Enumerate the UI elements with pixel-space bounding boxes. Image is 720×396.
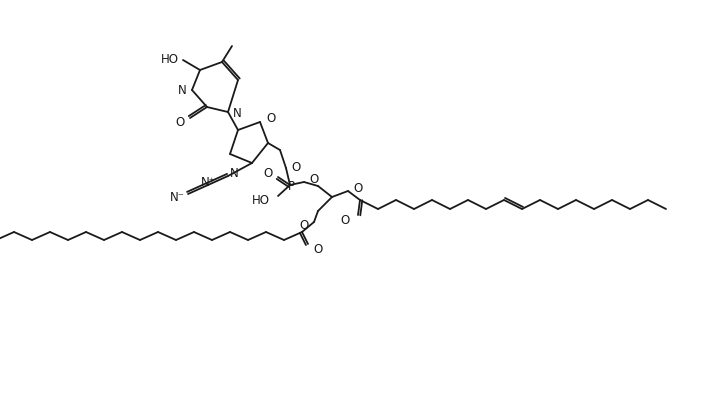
Text: O: O	[300, 219, 309, 232]
Text: N⁻: N⁻	[170, 190, 185, 204]
Text: O: O	[176, 116, 185, 128]
Text: O: O	[309, 173, 318, 185]
Text: O: O	[264, 166, 273, 179]
Text: N⁺: N⁺	[201, 175, 215, 188]
Text: N: N	[179, 84, 187, 97]
Text: O: O	[291, 160, 300, 173]
Text: N: N	[233, 107, 242, 120]
Text: HO: HO	[161, 53, 179, 65]
Text: HO: HO	[252, 194, 270, 206]
Text: O: O	[313, 242, 323, 255]
Text: O: O	[341, 213, 350, 227]
Text: O: O	[353, 181, 362, 194]
Text: P: P	[287, 179, 294, 192]
Text: O: O	[266, 112, 275, 124]
Text: N: N	[230, 166, 239, 179]
